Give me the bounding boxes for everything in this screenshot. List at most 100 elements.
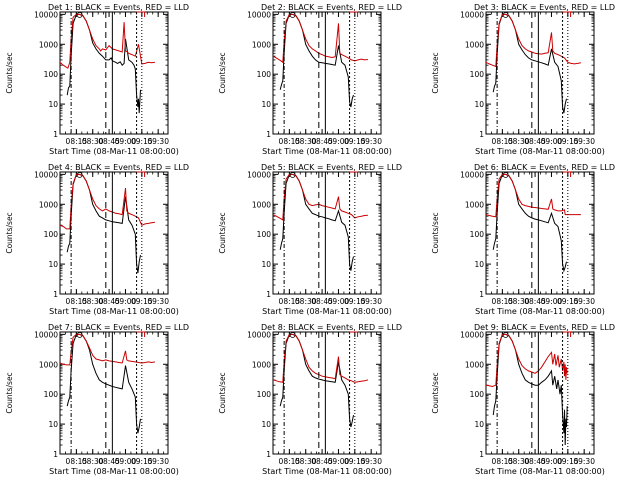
x-tick-label: 09:30	[360, 137, 382, 146]
x-tick-label: 09:15	[557, 137, 579, 146]
x-tick-label: 08:45	[98, 457, 120, 466]
x-tick-label: 08:30	[295, 297, 317, 306]
y-tick-label: 1000	[252, 40, 271, 49]
y-axis-label: Counts/sec	[431, 52, 440, 93]
x-axis-label: Start Time (08-Mar-11 08:00:00)	[475, 147, 605, 156]
y-tick-label: 1000	[252, 360, 271, 369]
y-tick-label: 100	[470, 390, 485, 399]
flag-marker	[349, 331, 359, 337]
flag-marker	[562, 11, 572, 17]
flag-marker	[136, 11, 146, 17]
y-axis-label: Counts/sec	[5, 372, 14, 413]
peak-marker	[289, 12, 296, 18]
series-line-events	[279, 173, 354, 271]
x-tick-label: 09:00	[328, 457, 350, 466]
flag-marker	[562, 331, 572, 337]
y-tick-label: 1	[53, 290, 58, 299]
x-tick-label: 08:15	[492, 137, 514, 146]
y-tick-label: 10	[474, 100, 484, 109]
x-tick-label: 09:00	[541, 137, 563, 146]
x-axis-label: Start Time (08-Mar-11 08:00:00)	[262, 147, 392, 156]
x-tick-label: 08:45	[524, 457, 546, 466]
x-tick-label: 08:15	[279, 297, 301, 306]
y-tick-label: 10	[474, 420, 484, 429]
chart-title: Det 6: BLACK = Events, RED = LLD	[474, 163, 615, 172]
x-axis-label: Start Time (08-Mar-11 08:00:00)	[49, 467, 179, 476]
x-tick-label: 08:45	[98, 297, 120, 306]
y-tick-label: 10000	[34, 10, 58, 19]
y-tick-label: 1	[479, 290, 484, 299]
x-tick-label: 09:00	[541, 457, 563, 466]
x-tick-label: 08:15	[492, 457, 514, 466]
x-axis-label: Start Time (08-Mar-11 08:00:00)	[262, 467, 392, 476]
y-tick-label: 10000	[247, 170, 271, 179]
y-tick-label: 10000	[247, 330, 271, 339]
y-tick-label: 1	[266, 130, 271, 139]
axes-frame	[59, 11, 169, 135]
y-tick-label: 100	[470, 230, 485, 239]
y-tick-label: 10000	[34, 330, 58, 339]
peak-marker	[502, 172, 509, 178]
chart-title: Det 3: BLACK = Events, RED = LLD	[474, 3, 615, 12]
axes-frame	[485, 11, 595, 135]
x-tick-label: 09:15	[557, 297, 579, 306]
x-tick-label: 09:30	[147, 137, 169, 146]
y-tick-label: 1	[53, 450, 58, 459]
chart-title: Det 4: BLACK = Events, RED = LLD	[48, 163, 189, 172]
chart-title: Det 9: BLACK = Events, RED = LLD	[474, 323, 615, 332]
x-tick-label: 08:15	[66, 457, 88, 466]
y-tick-label: 1	[266, 290, 271, 299]
y-tick-label: 10000	[34, 170, 58, 179]
y-tick-label: 100	[257, 230, 272, 239]
y-axis-label: Counts/sec	[5, 212, 14, 253]
series-line-events	[279, 13, 354, 108]
series-line-lld	[273, 13, 368, 64]
y-tick-label: 10	[261, 100, 271, 109]
x-tick-label: 09:15	[131, 457, 153, 466]
y-tick-label: 10	[474, 260, 484, 269]
x-tick-label: 08:30	[508, 457, 530, 466]
axes-frame	[59, 331, 169, 455]
y-tick-label: 10	[261, 420, 271, 429]
y-tick-label: 1	[479, 450, 484, 459]
x-tick-label: 09:30	[573, 137, 595, 146]
x-tick-label: 08:45	[311, 137, 333, 146]
y-tick-label: 100	[470, 70, 485, 79]
series-line-lld	[60, 333, 155, 366]
chart-title: Det 2: BLACK = Events, RED = LLD	[261, 3, 402, 12]
series-line-events	[279, 333, 354, 428]
y-tick-label: 100	[44, 70, 59, 79]
x-tick-label: 09:00	[115, 137, 137, 146]
x-tick-label: 09:00	[115, 457, 137, 466]
x-axis-label: Start Time (08-Mar-11 08:00:00)	[475, 307, 605, 316]
x-axis-label: Start Time (08-Mar-11 08:00:00)	[49, 307, 179, 316]
flag-marker	[349, 11, 359, 17]
x-tick-label: 09:00	[328, 297, 350, 306]
axes-frame	[485, 171, 595, 295]
x-tick-label: 08:30	[295, 137, 317, 146]
series-line-events	[492, 333, 568, 446]
y-tick-label: 1000	[465, 200, 484, 209]
chart-title: Det 1: BLACK = Events, RED = LLD	[48, 3, 189, 12]
x-tick-label: 09:30	[573, 297, 595, 306]
x-tick-label: 08:45	[98, 137, 120, 146]
x-axis-label: Start Time (08-Mar-11 08:00:00)	[262, 307, 392, 316]
y-tick-label: 1	[266, 450, 271, 459]
chart-title: Det 7: BLACK = Events, RED = LLD	[48, 323, 189, 332]
y-tick-label: 10000	[247, 10, 271, 19]
y-tick-label: 100	[44, 390, 59, 399]
series-line-events	[66, 173, 141, 274]
y-axis-label: Counts/sec	[431, 212, 440, 253]
peak-marker	[289, 332, 296, 338]
series-line-lld	[273, 173, 368, 221]
x-tick-label: 08:30	[508, 297, 530, 306]
chart-panel-5: Det 5: BLACK = Events, RED = LLD 1 10 100 10…	[218, 163, 402, 316]
chart-panel-9: Det 9: BLACK = Events, RED = LLD 1 10 100 10…	[431, 323, 615, 476]
y-tick-label: 1000	[252, 200, 271, 209]
x-tick-label: 09:00	[328, 137, 350, 146]
peak-marker	[289, 172, 296, 178]
y-tick-label: 100	[44, 230, 59, 239]
x-tick-label: 08:30	[508, 137, 530, 146]
x-tick-label: 08:45	[524, 137, 546, 146]
x-tick-label: 08:15	[66, 297, 88, 306]
